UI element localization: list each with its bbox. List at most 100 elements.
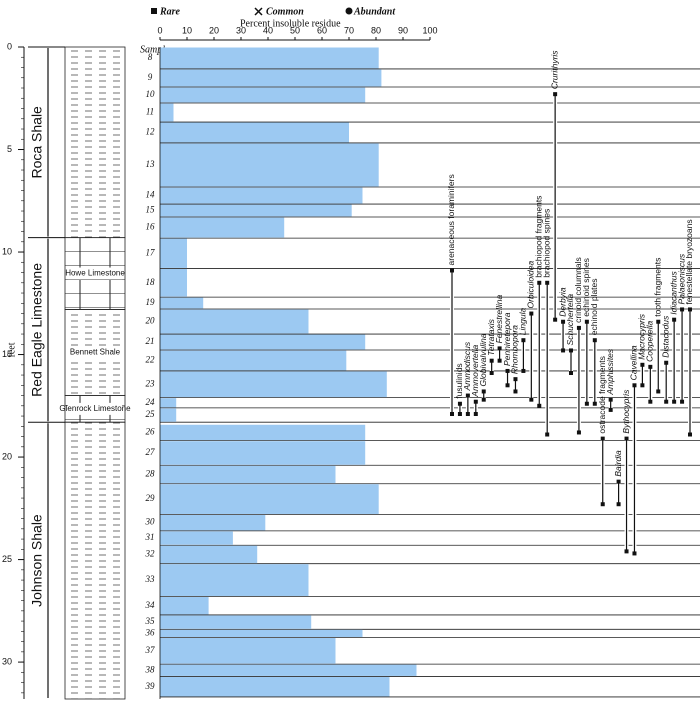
sample-label: 37 [145, 645, 156, 655]
sample-label: 28 [146, 469, 156, 479]
sample-label: 16 [146, 222, 156, 232]
bar [160, 484, 379, 514]
x-tick-label: 30 [236, 25, 246, 35]
member-label: Glenrock Limestone [59, 404, 131, 413]
y-tick-label: 25 [2, 554, 12, 564]
range-label: brachiopod spines [541, 209, 551, 278]
range-end [576, 325, 581, 330]
range-label: Distacodus [660, 315, 670, 358]
bar [160, 371, 387, 398]
legend-common-symbol [254, 7, 263, 16]
bar [160, 309, 309, 334]
bar [160, 664, 417, 676]
sample-header: Sample [140, 44, 170, 55]
range-end [529, 397, 534, 402]
sample-label: 14 [146, 190, 156, 200]
range-label: crinoid columnals [573, 257, 583, 323]
range-end [481, 389, 486, 394]
legend-rare: Rare [159, 6, 181, 17]
sample-label: 12 [146, 127, 156, 137]
legend-common: Common [266, 6, 304, 17]
range-end [672, 317, 677, 322]
range-end [600, 436, 605, 441]
sample-label: 11 [146, 107, 154, 117]
range-end [672, 399, 677, 404]
x-tick-label: 40 [263, 25, 273, 35]
sample-label: 27 [146, 447, 156, 457]
range-end [664, 360, 669, 365]
range-end [450, 268, 454, 273]
range-label: Penniretepora [502, 312, 512, 366]
bar [160, 465, 336, 484]
sample-label: 9 [148, 72, 153, 82]
formation-label: Roca Shale [29, 106, 45, 179]
sample-label: 39 [145, 681, 156, 691]
x-tick-label: 20 [209, 25, 219, 35]
sample-label: 21 [146, 336, 155, 346]
range-end [648, 399, 653, 404]
sample-label: 8 [148, 52, 153, 62]
bar [160, 69, 382, 87]
range-label: Bairdia [613, 450, 623, 477]
range-end [505, 383, 510, 388]
bar [160, 531, 233, 545]
bar [160, 441, 366, 465]
range-end [569, 348, 573, 353]
range-end [489, 358, 494, 363]
bar [160, 398, 177, 408]
range-end [513, 377, 518, 382]
range-end [561, 319, 566, 324]
formation-lithology [64, 46, 126, 239]
range-label: echinoid spines [581, 258, 591, 317]
sample-label: 17 [146, 247, 156, 257]
range-end [457, 401, 462, 406]
sample-label: 34 [145, 600, 156, 610]
range-label: Amphissites [605, 348, 615, 396]
range-label: Rhombopora [510, 325, 520, 374]
range-end [569, 371, 573, 375]
range-label: arenaceous foraminifers [446, 174, 456, 265]
legend-abundant-symbol [345, 7, 353, 15]
bar [160, 187, 363, 204]
bar [160, 637, 336, 664]
sample-label: 22 [146, 355, 156, 365]
formation-label: Red Eagle Limestone [29, 263, 45, 397]
y-axis-title: feet [6, 342, 17, 357]
range-label: Ammovertella [470, 344, 480, 397]
range-end [521, 368, 526, 373]
bar [160, 408, 177, 422]
range-end [457, 412, 462, 417]
range-end [616, 502, 621, 507]
sample-label: 20 [146, 316, 156, 326]
sample-label: 35 [145, 616, 156, 626]
y-tick-label: 15 [2, 349, 12, 359]
member-label-bg [68, 267, 122, 280]
member-label: Howe Limestone [65, 269, 125, 278]
range-label: ostracode fragments [597, 356, 607, 433]
sample-label: 30 [145, 517, 156, 527]
range-end [616, 479, 621, 484]
range-end [680, 399, 685, 404]
range-end [545, 432, 550, 437]
bar [160, 676, 390, 697]
range-end [513, 389, 518, 394]
bar [160, 545, 258, 564]
range-end [688, 307, 692, 312]
x-tick-label: 90 [398, 25, 408, 35]
sample-label: 25 [146, 409, 156, 419]
bar [160, 47, 379, 69]
range-end [664, 399, 669, 404]
bar [160, 143, 379, 187]
range-label: Cavellina [629, 345, 639, 380]
range-end [584, 401, 589, 406]
range-end [648, 364, 653, 369]
range-label: Lingula [518, 308, 528, 336]
x-tick-label: 10 [182, 25, 192, 35]
bar [160, 297, 204, 309]
range-label: tooth fragments [653, 258, 663, 317]
bar [160, 424, 366, 441]
range-end [632, 383, 637, 388]
range-end [592, 401, 597, 406]
sample-label: 29 [146, 493, 156, 503]
range-end [553, 317, 558, 322]
